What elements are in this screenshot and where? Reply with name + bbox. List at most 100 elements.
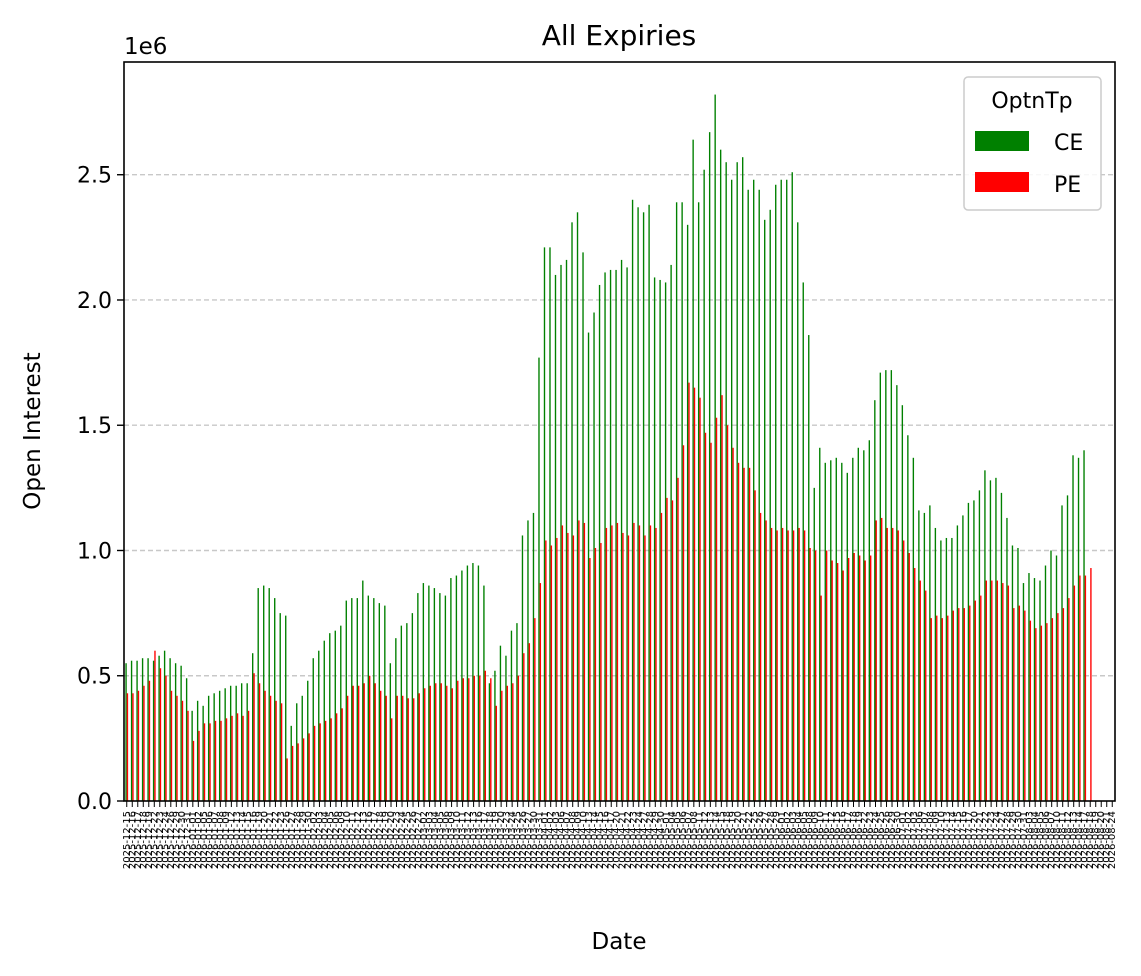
x-tick-label: 2026-03-31 bbox=[535, 811, 546, 869]
bar-pe bbox=[814, 550, 817, 801]
bar-ce bbox=[934, 527, 937, 801]
bar-ce bbox=[494, 670, 496, 801]
bar-pe bbox=[341, 708, 343, 801]
x-tick-label: 2026-03-09 bbox=[447, 811, 458, 869]
bar-pe bbox=[490, 678, 492, 801]
x-tick-label: 2026-04-06 bbox=[557, 811, 568, 869]
bar-ce bbox=[351, 598, 353, 801]
bar-pe bbox=[847, 558, 850, 801]
bar-ce bbox=[257, 588, 259, 801]
x-tick-label: 2026-05-27 bbox=[760, 811, 771, 869]
y-tick-label: 0.5 bbox=[77, 665, 112, 690]
x-tick-label: 2026-02-09 bbox=[336, 811, 347, 869]
x-tick-label: 2026-07-28 bbox=[1003, 811, 1014, 869]
bar-ce bbox=[125, 663, 127, 801]
x-tick-label: 2026-08-13 bbox=[1069, 811, 1080, 869]
bar-ce bbox=[593, 312, 595, 801]
x-tick-label: 2026-01-08 bbox=[215, 811, 226, 869]
x-tick-label: 2025-12-22 bbox=[149, 811, 160, 869]
x-tick-label: 2026-03-20 bbox=[496, 811, 507, 869]
bar-ce bbox=[373, 598, 375, 801]
bar-ce bbox=[1033, 578, 1036, 801]
bar-pe bbox=[748, 467, 751, 801]
bar-ce bbox=[1000, 492, 1003, 801]
x-tick-label: 2026-04-09 bbox=[573, 811, 584, 869]
y-tick-label: 2.5 bbox=[77, 164, 112, 189]
bar-ce bbox=[604, 272, 606, 801]
x-tick-label: 2026-02-13 bbox=[358, 811, 369, 869]
x-tick-label: 2026-04-23 bbox=[628, 811, 639, 869]
bar-ce bbox=[741, 157, 744, 801]
x-tick-label: 2026-07-31 bbox=[1019, 811, 1030, 869]
x-tick-label: 2026-07-01 bbox=[898, 811, 909, 869]
bar-ce bbox=[202, 705, 204, 801]
bar-pe bbox=[176, 695, 178, 801]
bar-ce bbox=[345, 600, 347, 801]
bar-pe bbox=[539, 583, 542, 801]
x-tick-label: 2026-06-04 bbox=[793, 811, 804, 869]
bar-ce bbox=[637, 207, 639, 801]
x-tick-label: 2026-08-19 bbox=[1091, 811, 1102, 869]
x-tick-label: 2026-03-02 bbox=[419, 811, 430, 869]
bar-pe bbox=[286, 758, 288, 801]
bar-pe bbox=[886, 527, 888, 801]
x-tick-label: 2026-06-23 bbox=[865, 811, 876, 869]
bar-pe bbox=[776, 530, 778, 801]
bar-ce bbox=[692, 139, 694, 802]
bar-ce bbox=[725, 162, 727, 802]
bar-pe bbox=[512, 683, 514, 801]
y-axis-label: Open Interest bbox=[20, 352, 46, 509]
x-tick-label: 2026-03-18 bbox=[485, 811, 496, 869]
x-tick-label: 2026-05-26 bbox=[755, 811, 766, 869]
bar-pe bbox=[198, 730, 200, 801]
bar-ce bbox=[505, 655, 507, 801]
x-tick-label: 2026-02-04 bbox=[320, 811, 331, 869]
bar-pe bbox=[291, 745, 294, 801]
x-tick-label: 2026-06-18 bbox=[848, 811, 859, 869]
bar-pe bbox=[572, 535, 575, 801]
x-tick-label: 2026-01-05 bbox=[199, 811, 210, 869]
bar-pe bbox=[914, 568, 916, 801]
bar-pe bbox=[495, 705, 498, 801]
x-tick-label: 2025-12-23 bbox=[155, 811, 166, 869]
bar-ce bbox=[736, 162, 738, 802]
bar-pe bbox=[484, 670, 486, 801]
x-tick-label: 2026-05-28 bbox=[766, 811, 777, 869]
bar-ce bbox=[130, 660, 133, 801]
bar-ce bbox=[747, 189, 749, 801]
bar-ce bbox=[929, 505, 931, 801]
bar-pe bbox=[462, 678, 464, 801]
bar-pe bbox=[346, 695, 349, 801]
bar-ce bbox=[1028, 573, 1030, 801]
x-tick-label: 2026-07-14 bbox=[948, 811, 959, 869]
bar-pe bbox=[220, 720, 222, 801]
bar-ce bbox=[1044, 565, 1047, 801]
bar-pe bbox=[418, 693, 420, 801]
bar-pe bbox=[649, 525, 652, 801]
x-tick-label: 2026-06-12 bbox=[826, 811, 837, 869]
bar-pe bbox=[1079, 575, 1081, 801]
bar-ce bbox=[213, 693, 215, 801]
bar-ce bbox=[714, 94, 716, 801]
bar-ce bbox=[252, 653, 254, 801]
bar-ce bbox=[918, 510, 920, 801]
bar-pe bbox=[1062, 608, 1065, 801]
bar-ce bbox=[411, 613, 414, 801]
x-tick-label: 2026-08-17 bbox=[1080, 811, 1091, 869]
bar-ce bbox=[455, 575, 458, 801]
bar-ce bbox=[791, 172, 793, 801]
bar-ce bbox=[499, 645, 502, 801]
bar-pe bbox=[583, 522, 586, 801]
x-tick-label: 2026-02-26 bbox=[408, 811, 419, 869]
bar-ce bbox=[367, 595, 369, 801]
bar-pe bbox=[319, 723, 321, 801]
x-tick-label: 2025-12-18 bbox=[138, 811, 149, 869]
bar-ce bbox=[268, 588, 270, 801]
bar-ce bbox=[312, 658, 314, 801]
x-tick-label: 2026-08-12 bbox=[1063, 811, 1074, 869]
x-tick-label: 2026-02-23 bbox=[392, 811, 403, 869]
bar-ce bbox=[389, 663, 392, 801]
x-tick-label: 2026-02-06 bbox=[331, 811, 342, 869]
x-tick-label: 2026-06-30 bbox=[893, 811, 904, 869]
